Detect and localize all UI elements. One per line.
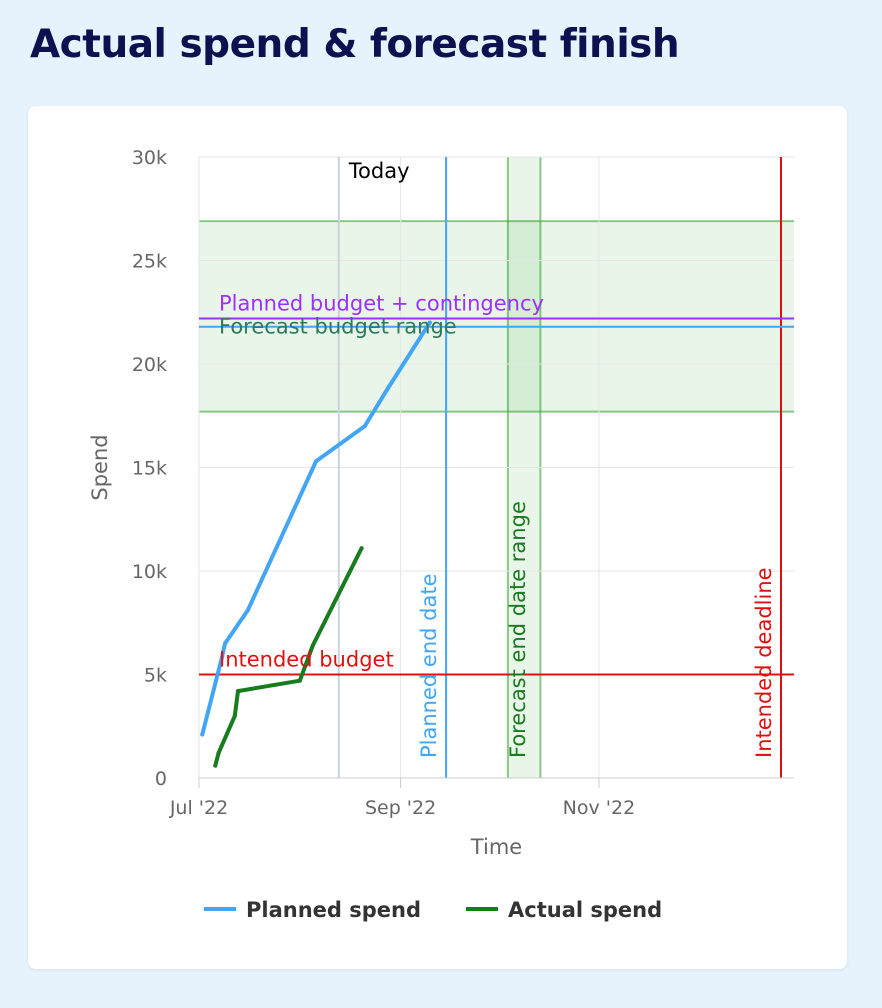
annotation-planned-budget-contingency: Planned budget + contingency <box>219 291 544 315</box>
planned-spend-point <box>427 320 432 325</box>
actual-spend-point <box>232 713 237 718</box>
planned-spend-point <box>314 459 319 464</box>
forecast-budget-range-band <box>199 221 794 412</box>
y-tick-label: 20k <box>132 354 167 376</box>
annotation-planned-end-date: Planned end date <box>417 574 441 759</box>
planned-spend-point <box>362 424 367 429</box>
axes-layer: 0 5k 10k 15k 20k 25k 30k Jul '22 Sep '22 Nov '22 <box>132 147 794 819</box>
x-axis-title: Time <box>470 835 522 859</box>
actual-spend-point <box>297 678 302 683</box>
annotation-intended-deadline: Intended deadline <box>752 567 776 758</box>
x-tick-label: Jul '22 <box>169 797 228 819</box>
x-tick-label: Nov '22 <box>563 797 636 819</box>
actual-spend-point <box>213 763 218 768</box>
y-tick-label: 10k <box>132 561 167 583</box>
annotation-intended-budget: Intended budget <box>219 648 394 672</box>
page-title: Actual spend & forecast finish <box>30 22 680 67</box>
annotation-layer: Today Forecast budget range Planned budg… <box>219 159 776 758</box>
legend-label-actual-spend: Actual spend <box>508 898 662 922</box>
y-axis-title: Spend <box>88 434 112 500</box>
planned-spend-point <box>200 732 205 737</box>
planned-spend-point <box>223 641 228 646</box>
legend-item-planned-spend[interactable]: Planned spend <box>204 898 421 922</box>
actual-spend-point <box>216 751 221 756</box>
actual-spend-point <box>236 689 241 694</box>
annotation-forecast-budget-range: Forecast budget range <box>219 315 457 339</box>
legend-item-actual-spend[interactable]: Actual spend <box>466 898 662 922</box>
actual-spend-point <box>359 546 364 551</box>
y-tick-label: 30k <box>132 147 167 169</box>
y-tick-label: 0 <box>155 768 167 790</box>
planned-spend-point <box>219 655 224 660</box>
y-tick-label: 25k <box>132 251 167 273</box>
planned-spend-point <box>385 386 390 391</box>
planned-spend-line <box>200 320 432 737</box>
y-tick-label: 5k <box>144 665 167 687</box>
actual-spend-point <box>310 643 315 648</box>
horizontal-reference-lines <box>199 317 794 676</box>
chart-card: 0 5k 10k 15k 20k 25k 30k Jul '22 Sep '22 Nov '22 … <box>28 106 847 969</box>
planned-spend-point <box>245 608 250 613</box>
x-tick-label: Sep '22 <box>365 797 436 819</box>
series-layer <box>200 320 432 768</box>
legend: Planned spend Actual spend <box>204 898 662 922</box>
annotation-today: Today <box>348 159 410 183</box>
y-tick-label: 15k <box>132 458 167 480</box>
legend-label-planned-spend: Planned spend <box>246 898 421 922</box>
annotation-forecast-end-date-range: Forecast end date range <box>506 501 530 758</box>
